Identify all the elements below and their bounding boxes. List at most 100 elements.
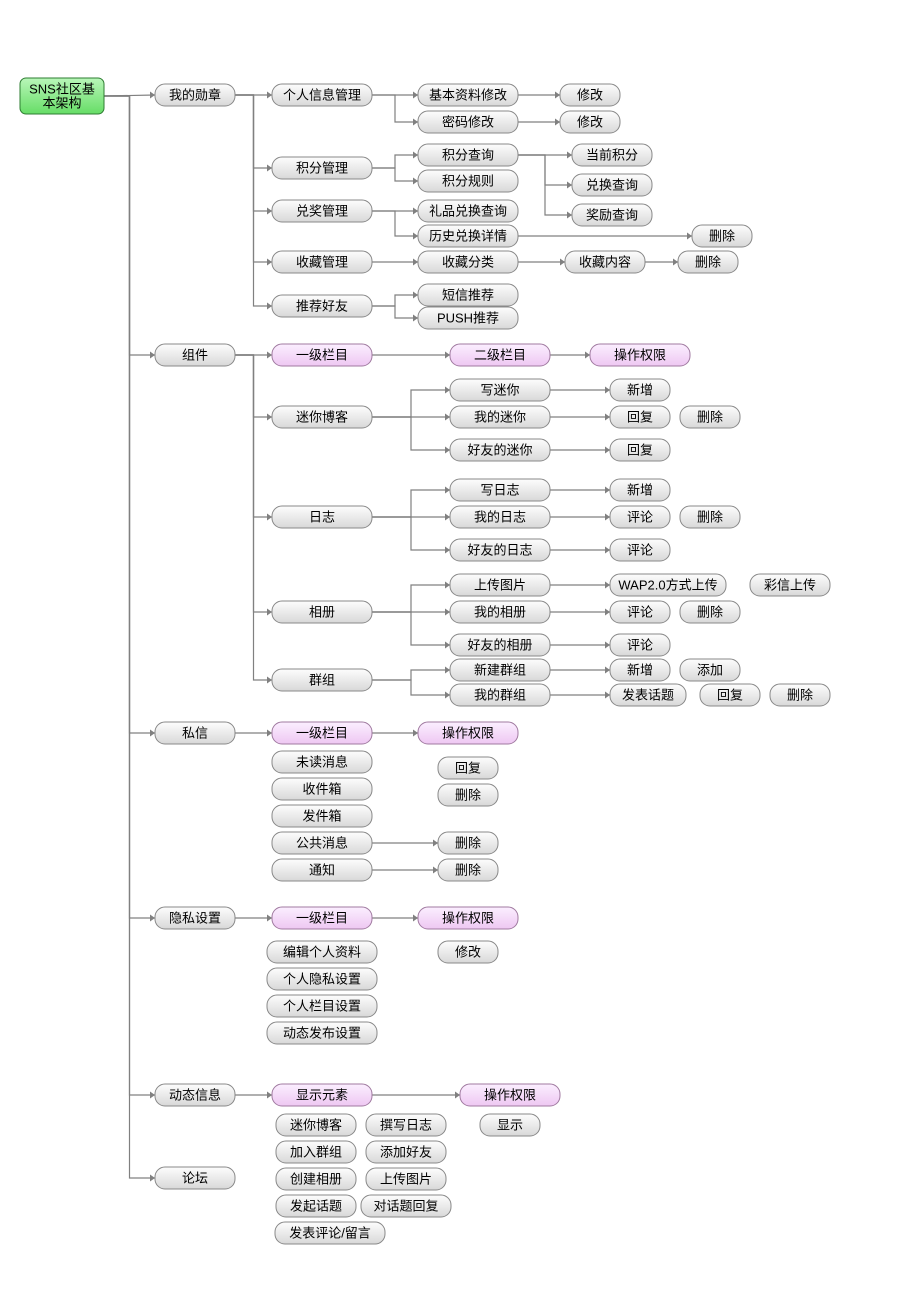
svg-text:密码修改: 密码修改 [442, 114, 494, 129]
svg-text:我的勋章: 我的勋章 [169, 87, 221, 102]
svg-text:好友的相册: 好友的相册 [467, 637, 532, 652]
node-c5b3: 删除 [770, 684, 830, 706]
node-root: SNS社区基本架构 [20, 78, 104, 114]
svg-text:删除: 删除 [695, 254, 721, 269]
node-c4c: 好友的相册 [450, 634, 550, 656]
node-p1b: 操作权限 [418, 722, 518, 744]
svg-text:兑奖管理: 兑奖管理 [296, 203, 348, 218]
node-m3b1: 删除 [692, 225, 752, 247]
svg-text:本架构: 本架构 [42, 95, 81, 110]
node-c4a: 上传图片 [450, 574, 550, 596]
svg-text:发件箱: 发件箱 [302, 808, 341, 823]
node-p6a: 删除 [438, 859, 498, 881]
svg-text:发表话题: 发表话题 [622, 687, 674, 702]
svg-text:积分管理: 积分管理 [296, 160, 348, 175]
svg-text:新增: 新增 [627, 662, 653, 677]
node-m5: 推荐好友 [272, 295, 372, 317]
node-f5: 添加好友 [366, 1141, 446, 1163]
svg-text:历史兑换详情: 历史兑换详情 [429, 228, 507, 243]
node-c3a1: 新增 [610, 479, 670, 501]
node-privacy: 隐私设置 [155, 907, 235, 929]
node-m4a: 收藏分类 [418, 251, 518, 273]
svg-text:删除: 删除 [455, 835, 481, 850]
svg-text:我的日志: 我的日志 [474, 509, 526, 524]
svg-text:删除: 删除 [455, 787, 481, 802]
svg-text:一级栏目: 一级栏目 [296, 347, 348, 362]
node-c3b1: 评论 [610, 506, 670, 528]
node-pr3: 个人隐私设置 [267, 968, 377, 990]
svg-text:好友的日志: 好友的日志 [467, 542, 532, 557]
node-m4: 收藏管理 [272, 251, 372, 273]
svg-text:SNS社区基: SNS社区基 [29, 81, 95, 96]
node-c2a: 写迷你 [450, 379, 550, 401]
svg-text:迷你博客: 迷你博客 [290, 1117, 342, 1132]
node-c2a1: 新增 [610, 379, 670, 401]
svg-text:我的相册: 我的相册 [474, 604, 526, 619]
svg-text:群组: 群组 [309, 672, 335, 687]
node-f6: 创建相册 [276, 1168, 356, 1190]
diagram-canvas: SNS社区基本架构我的勋章组件私信隐私设置动态信息论坛个人信息管理积分管理兑奖管… [0, 0, 920, 1302]
svg-text:发起话题: 发起话题 [290, 1198, 342, 1213]
svg-text:回复: 回复 [627, 442, 653, 457]
node-f9: 对话题回复 [361, 1195, 451, 1217]
node-m4a2: 删除 [678, 251, 738, 273]
svg-text:当前积分: 当前积分 [586, 147, 638, 162]
svg-text:修改: 修改 [577, 114, 603, 129]
svg-text:积分查询: 积分查询 [442, 147, 494, 162]
svg-text:删除: 删除 [787, 687, 813, 702]
node-c2: 迷你博客 [272, 406, 372, 428]
node-forum: 论坛 [155, 1167, 235, 1189]
svg-text:一级栏目: 一级栏目 [296, 725, 348, 740]
svg-text:评论: 评论 [627, 637, 653, 652]
node-c4a1: WAP2.0方式上传 [610, 574, 726, 596]
node-c4b1: 评论 [610, 601, 670, 623]
node-c2b1: 回复 [610, 406, 670, 428]
node-c3c: 好友的日志 [450, 539, 550, 561]
node-pr5: 动态发布设置 [267, 1022, 377, 1044]
svg-text:彩信上传: 彩信上传 [764, 577, 816, 592]
svg-text:基本资料修改: 基本资料修改 [429, 87, 507, 102]
node-f1: 显示元素 [272, 1084, 372, 1106]
svg-text:组件: 组件 [182, 347, 208, 362]
svg-text:删除: 删除 [709, 228, 735, 243]
node-p2: 未读消息 [272, 751, 372, 773]
svg-text:删除: 删除 [697, 604, 723, 619]
svg-text:评论: 评论 [627, 604, 653, 619]
node-pr1: 一级栏目 [272, 907, 372, 929]
svg-text:礼品兑换查询: 礼品兑换查询 [429, 203, 507, 218]
svg-text:个人信息管理: 个人信息管理 [283, 87, 361, 102]
node-m3b: 历史兑换详情 [418, 225, 518, 247]
svg-text:个人隐私设置: 个人隐私设置 [283, 971, 361, 986]
node-pr4: 个人栏目设置 [267, 995, 377, 1017]
svg-text:显示元素: 显示元素 [296, 1087, 348, 1102]
svg-text:回复: 回复 [455, 760, 481, 775]
node-m2: 积分管理 [272, 157, 372, 179]
svg-text:新建群组: 新建群组 [474, 662, 526, 677]
svg-text:日志: 日志 [309, 509, 335, 524]
node-c4b: 我的相册 [450, 601, 550, 623]
node-m2a3: 奖励查询 [572, 204, 652, 226]
svg-text:短信推荐: 短信推荐 [442, 287, 494, 302]
svg-text:操作权限: 操作权限 [442, 910, 494, 925]
svg-text:收藏管理: 收藏管理 [296, 254, 348, 269]
node-m1b: 密码修改 [418, 111, 518, 133]
node-c2c: 好友的迷你 [450, 439, 550, 461]
node-m3a: 礼品兑换查询 [418, 200, 518, 222]
node-c5: 群组 [272, 669, 372, 691]
node-f1b: 操作权限 [460, 1084, 560, 1106]
node-medal: 我的勋章 [155, 84, 235, 106]
svg-text:收藏分类: 收藏分类 [442, 254, 494, 269]
node-component: 组件 [155, 344, 235, 366]
svg-text:添加: 添加 [697, 662, 723, 677]
svg-text:积分规则: 积分规则 [442, 173, 494, 188]
svg-text:私信: 私信 [182, 725, 208, 740]
node-c2b: 我的迷你 [450, 406, 550, 428]
svg-text:操作权限: 操作权限 [484, 1087, 536, 1102]
node-f10: 发表评论/留言 [275, 1222, 385, 1244]
node-m3: 兑奖管理 [272, 200, 372, 222]
node-f3: 撰写日志 [366, 1114, 446, 1136]
svg-text:写日志: 写日志 [480, 482, 519, 497]
node-m5b: PUSH推荐 [418, 307, 518, 329]
node-f2: 迷你博客 [276, 1114, 356, 1136]
svg-text:删除: 删除 [455, 862, 481, 877]
